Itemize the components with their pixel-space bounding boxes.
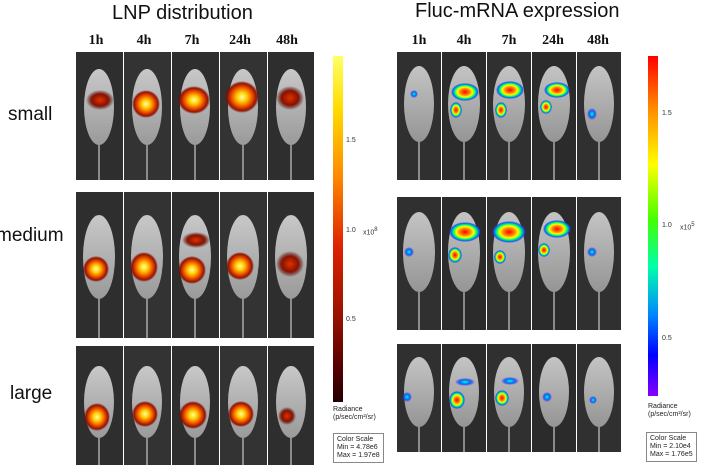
right-timepoint-7h: 7h	[501, 33, 517, 48]
left-colorbar	[333, 56, 343, 402]
left-scale-tick-1.0: 1.0	[346, 227, 356, 234]
right-panel-title: Fluc-mRNA expression	[415, 0, 620, 22]
left-timepoint-48h: 48h	[276, 33, 298, 48]
right-timepoint-4h: 4h	[456, 33, 472, 48]
right-scale-exponent: x105	[680, 222, 695, 232]
left-timepoint-1h: 1h	[88, 33, 104, 48]
row-label-large: large	[10, 383, 53, 404]
left-timepoint-4h: 4h	[136, 33, 152, 48]
right-timepoint-24h: 24h	[542, 33, 564, 48]
right-scale-tick-0.5: 0.5	[662, 335, 672, 342]
left-color-scale-box: Color Scale Min = 4.78e6 Max = 1.97e8	[333, 433, 384, 463]
right-timepoint-48h: 48h	[587, 33, 609, 48]
right-scale-tick-1.5: 1.5	[662, 110, 672, 117]
right-colorbar	[648, 56, 658, 396]
row-label-medium: medium	[0, 225, 64, 246]
left-scale-tick-0.5: 0.5	[346, 316, 356, 323]
left-scale-exponent: x108	[363, 227, 378, 237]
left-image-grid	[76, 52, 314, 465]
right-scale-tick-1.0: 1.0	[662, 222, 672, 229]
left-radiance-label: Radiance (p/sec/cm²/sr)	[333, 406, 376, 421]
left-panel-title: LNP distribution	[112, 2, 253, 24]
right-radiance-label: Radiance (p/sec/cm²/sr)	[648, 403, 691, 418]
row-label-small: small	[8, 104, 53, 125]
right-color-scale-box: Color Scale Min = 2.10e4 Max = 1.76e5	[646, 432, 697, 462]
left-scale-tick-1.5: 1.5	[346, 137, 356, 144]
left-timepoint-7h: 7h	[184, 33, 200, 48]
left-timepoint-24h: 24h	[229, 33, 251, 48]
right-timepoint-1h: 1h	[411, 33, 427, 48]
right-image-grid	[397, 52, 621, 452]
